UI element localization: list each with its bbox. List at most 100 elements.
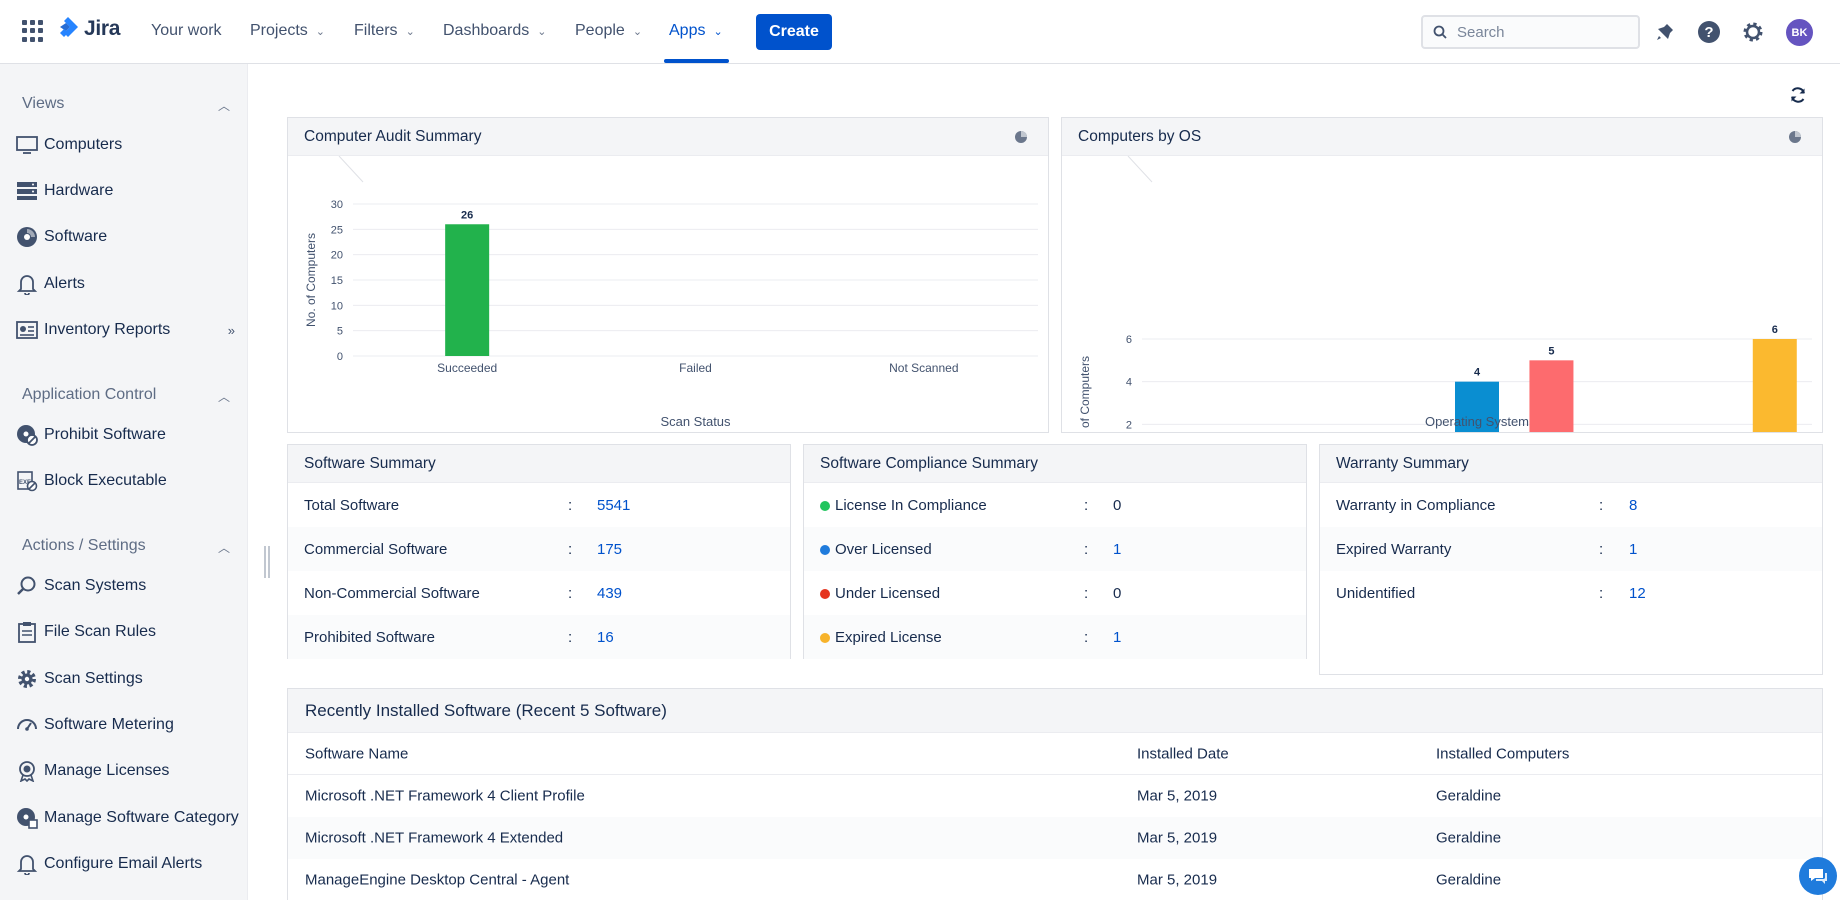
row-label: Over Licensed (835, 540, 932, 558)
panel-header: Computers by OS (1062, 118, 1822, 156)
table-row: Microsoft .NET Framework 4 Extended Mar … (288, 817, 1822, 859)
search-box[interactable] (1421, 15, 1640, 49)
row-label: Under Licensed (835, 584, 941, 602)
row-separator: : (1084, 496, 1089, 514)
warranty-row-expired: Expired Warranty : 1 (1320, 527, 1822, 571)
expired-warranty-link[interactable]: 1 (1629, 540, 1638, 558)
sidebar-item-software[interactable]: Software (16, 222, 241, 252)
app-switcher-icon[interactable] (22, 20, 44, 42)
sidebar-item-computers[interactable]: Computers (16, 130, 241, 160)
unidentified-warranty-link[interactable]: 12 (1629, 584, 1646, 602)
table-row: ManageEngine Desktop Central - Agent Mar… (288, 859, 1822, 900)
installed-computers-cell: Geraldine (1436, 829, 1502, 847)
sidebar-item-label: Manage Licenses (44, 762, 170, 779)
sidebar-item-hardware[interactable]: Hardware (16, 176, 241, 206)
row-separator: : (1599, 584, 1604, 602)
x-tick-label: Failed (679, 361, 712, 375)
bar (1752, 339, 1797, 432)
row-separator: : (568, 628, 573, 646)
help-icon[interactable]: ? (1697, 20, 1721, 44)
commercial-software-link[interactable]: 175 (597, 540, 623, 558)
software-summary-list: Total Software : 5541 Commercial Softwar… (288, 483, 790, 659)
sidebar-item-label: File Scan Rules (44, 623, 157, 640)
data-label: 5 (1548, 345, 1554, 357)
y-tick-label: 0 (337, 351, 343, 363)
sidebar-item-scan-settings[interactable]: Scan Settings (16, 664, 241, 694)
sidebar-item-label: Software Metering (44, 716, 174, 733)
row-label: Commercial Software (304, 540, 448, 558)
nav-people[interactable]: People ⌄ (575, 22, 642, 40)
non-commercial-software-link[interactable]: 439 (597, 584, 623, 602)
notifications-icon[interactable] (1653, 20, 1677, 44)
summary-row-commercial-software: Commercial Software : 175 (288, 527, 790, 571)
sidebar-item-scan-systems[interactable]: Scan Systems (16, 571, 241, 601)
data-label: 1 (1399, 431, 1405, 432)
sidebar-item-configure-email-alerts[interactable]: Configure Email Alerts (16, 849, 241, 879)
settings-gear-icon[interactable] (1741, 20, 1765, 44)
sidebar-item-inventory-reports[interactable]: Inventory Reports » (16, 315, 241, 345)
pie-chart-icon[interactable] (1788, 130, 1802, 144)
y-tick-label: 15 (331, 275, 343, 287)
status-dot-orange (820, 632, 830, 643)
chevron-up-icon[interactable]: ︿ (218, 99, 231, 113)
user-avatar[interactable]: BK (1786, 19, 1813, 46)
row-separator: : (1599, 540, 1604, 558)
warranty-row-in-compliance: Warranty in Compliance : 8 (1320, 483, 1822, 527)
nav-projects[interactable]: Projects ⌄ (250, 22, 325, 40)
software-name-cell: ManageEngine Desktop Central - Agent (305, 871, 570, 889)
row-label: Unidentified (1336, 584, 1416, 602)
sidebar-item-block-executable[interactable]: EXE Block Executable (16, 466, 241, 496)
chat-support-button[interactable] (1799, 857, 1837, 895)
sidebar-item-label: Software (44, 228, 108, 245)
chevron-up-icon[interactable]: ︿ (218, 541, 231, 555)
total-software-link[interactable]: 5541 (597, 496, 631, 514)
panel-title: Software Summary (304, 454, 436, 472)
sidebar-resize-handle[interactable] (264, 546, 274, 578)
x-axis-label: Scan Status (660, 414, 731, 429)
panel-header: Computer Audit Summary (288, 118, 1048, 156)
panel-header: Warranty Summary (1320, 445, 1822, 483)
sidebar-item-label: Manage Software Category (44, 809, 239, 826)
expired-license-link[interactable]: 1 (1113, 628, 1122, 646)
logo-text: Jira (84, 17, 121, 40)
sidebar-item-software-metering[interactable]: Software Metering (16, 710, 241, 740)
nav-dashboards[interactable]: Dashboards ⌄ (443, 22, 547, 40)
over-licensed-link[interactable]: 1 (1113, 540, 1122, 558)
row-label: Warranty in Compliance (1336, 496, 1496, 514)
y-tick-label: 25 (331, 224, 343, 236)
prohibited-software-link[interactable]: 16 (597, 628, 614, 646)
data-label: 6 (1772, 324, 1778, 336)
license-in-compliance-value: 0 (1113, 496, 1122, 514)
sidebar-item-prohibit-software[interactable]: Prohibit Software (16, 420, 241, 450)
y-axis-label: No. of Computers (1078, 356, 1092, 432)
row-separator: : (1599, 496, 1604, 514)
panel-title: Software Compliance Summary (820, 454, 1038, 472)
nav-your-work-label: Your work (151, 22, 222, 39)
panel-title: Recently Installed Software (Recent 5 So… (305, 700, 667, 720)
warranty-in-compliance-link[interactable]: 8 (1629, 496, 1638, 514)
bar (1529, 360, 1574, 432)
sidebar-item-file-scan-rules[interactable]: File Scan Rules (16, 617, 241, 647)
status-dot-blue (820, 544, 830, 555)
create-button[interactable]: Create (756, 14, 832, 50)
chevron-up-icon[interactable]: ︿ (218, 390, 231, 404)
nav-your-work[interactable]: Your work (151, 22, 222, 40)
double-chevron-right-icon[interactable]: » (227, 322, 235, 338)
sidebar-item-manage-software-category[interactable]: Manage Software Category (16, 803, 241, 833)
software-name-cell: Microsoft .NET Framework 4 Extended (305, 829, 564, 847)
data-label: 4 (1474, 367, 1481, 379)
sidebar-item-alerts[interactable]: Alerts (16, 269, 241, 299)
sidebar-item-manage-licenses[interactable]: Manage Licenses (16, 756, 241, 786)
warranty-summary-list: Warranty in Compliance : 8 Expired Warra… (1320, 483, 1822, 615)
search-input[interactable] (1457, 23, 1627, 41)
nav-apps-label: Apps (669, 22, 706, 39)
jira-logo[interactable]: Jira (56, 16, 120, 42)
magnifier-icon (16, 575, 38, 597)
nav-filters[interactable]: Filters ⌄ (354, 22, 415, 40)
block-exe-icon: EXE (16, 470, 38, 492)
refresh-icon[interactable] (1789, 86, 1807, 104)
row-separator: : (568, 540, 573, 558)
pie-chart-icon[interactable] (1014, 130, 1028, 144)
sidebar-item-label: Inventory Reports (44, 321, 171, 338)
nav-apps[interactable]: Apps ⌄ (669, 22, 723, 40)
